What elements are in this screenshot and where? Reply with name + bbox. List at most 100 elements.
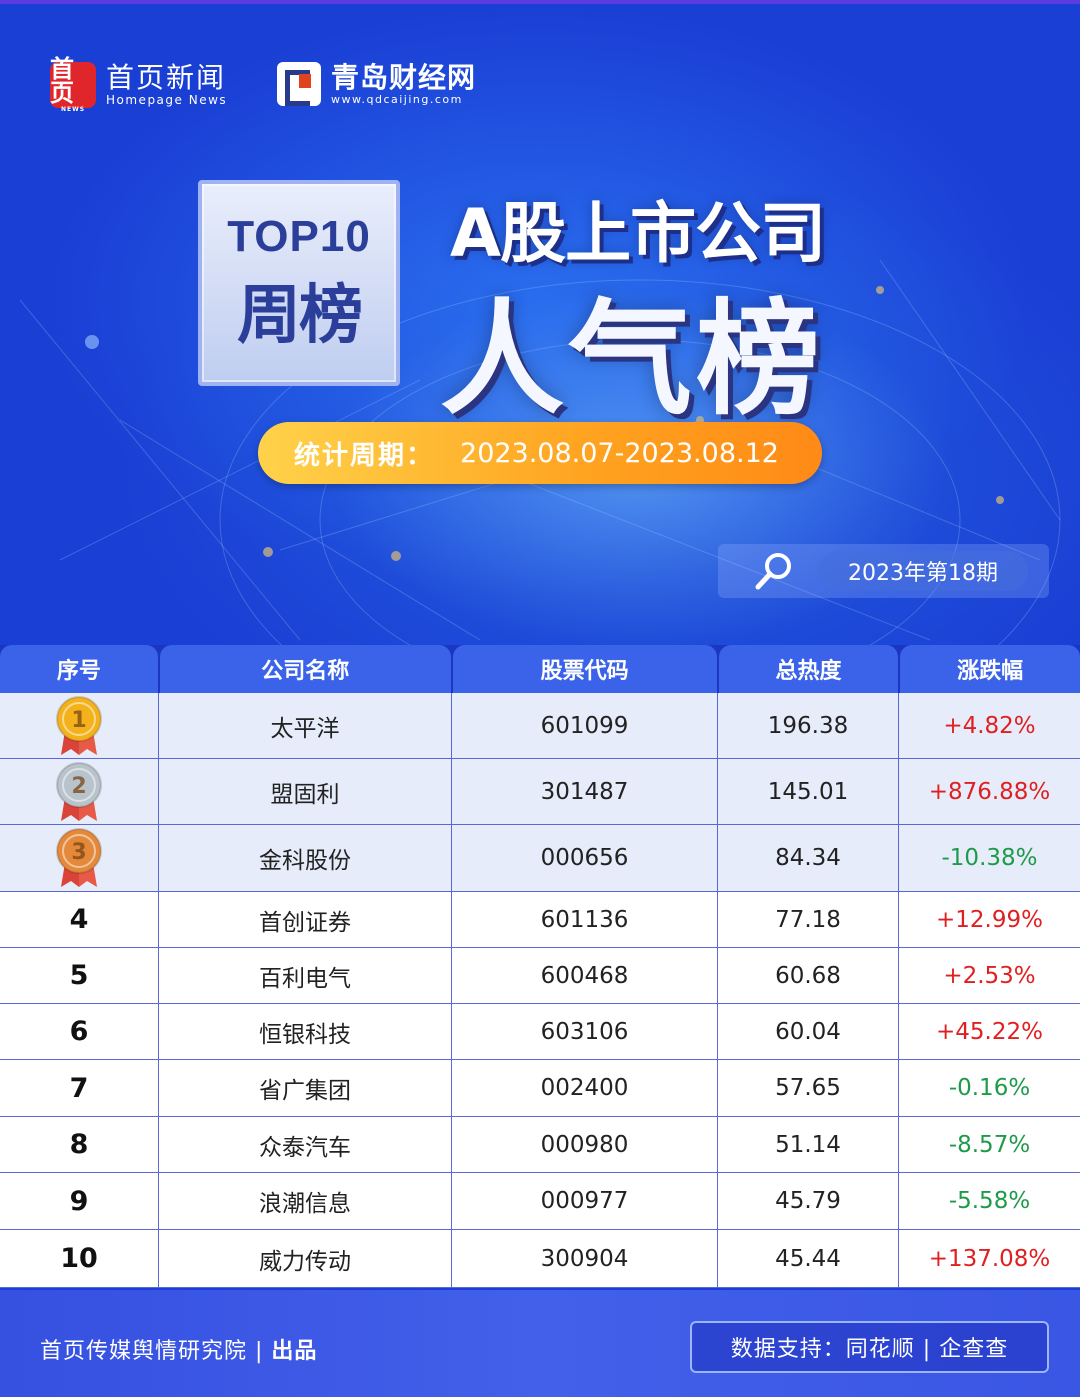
change-value: +876.88% bbox=[928, 778, 1051, 805]
stock-code: 300904 bbox=[452, 1230, 718, 1287]
change-value: -0.16% bbox=[948, 1075, 1031, 1101]
homepage-news-logo-mark: 首页 NEWS bbox=[50, 57, 96, 113]
rank-number: 10 bbox=[60, 1243, 98, 1274]
page-title-line2: 人气榜 bbox=[440, 288, 825, 432]
company-name: 众泰汽车 bbox=[159, 1117, 452, 1172]
footer-separator: | bbox=[247, 1339, 272, 1364]
rank-cell: 3 bbox=[0, 825, 159, 891]
table-row: 7 省广集团 002400 57.65 -0.16% bbox=[0, 1060, 1080, 1117]
stock-code: 601099 bbox=[452, 693, 718, 758]
company-name: 太平洋 bbox=[159, 693, 452, 758]
heat-value: 60.04 bbox=[718, 1004, 899, 1059]
change-value: +137.08% bbox=[928, 1245, 1051, 1272]
stock-code: 601136 bbox=[452, 892, 718, 947]
table-row: 2 盟固利 301487 145.01 +876.88% bbox=[0, 759, 1080, 825]
heat-value: 145.01 bbox=[718, 759, 899, 824]
logo1-mark-small: NEWS bbox=[60, 106, 86, 113]
badge-line1: TOP10 bbox=[227, 212, 371, 261]
heat-value: 84.34 bbox=[718, 825, 899, 891]
rank-cell: 10 bbox=[0, 1230, 159, 1287]
rank-cell: 7 bbox=[0, 1060, 159, 1116]
rank-number: 6 bbox=[69, 1016, 89, 1047]
rank-cell: 9 bbox=[0, 1173, 159, 1229]
stock-code: 301487 bbox=[452, 759, 718, 824]
issue-box: 2023年第18期 bbox=[718, 544, 1049, 598]
footer-producer-suffix: 出品 bbox=[271, 1339, 318, 1364]
rank-number: 5 bbox=[69, 960, 89, 991]
table-row: 8 众泰汽车 000980 51.14 -8.57% bbox=[0, 1117, 1080, 1173]
company-name: 威力传动 bbox=[159, 1230, 452, 1287]
company-name: 盟固利 bbox=[159, 759, 452, 824]
period-label: 统计周期： bbox=[294, 440, 435, 471]
heat-value: 45.44 bbox=[718, 1230, 899, 1287]
heat-value: 51.14 bbox=[718, 1117, 899, 1172]
hero-banner bbox=[0, 0, 1080, 645]
qdcaijing-logo-mark bbox=[277, 62, 321, 106]
table-body: 1 太平洋 601099 196.38 +4.82% 2 盟固利 301487 145.01 +8… bbox=[0, 693, 1080, 1288]
company-name: 省广集团 bbox=[159, 1060, 452, 1116]
network-background bbox=[19, 259, 1061, 645]
company-name: 浪潮信息 bbox=[159, 1173, 452, 1229]
header-code: 股票代码 bbox=[452, 645, 717, 693]
issue-label: 2023年第18期 bbox=[818, 551, 1028, 591]
header-change: 涨跌幅 bbox=[900, 645, 1080, 693]
rank-cell: 8 bbox=[0, 1117, 159, 1172]
header-company: 公司名称 bbox=[159, 645, 451, 693]
table-row: 1 太平洋 601099 196.38 +4.82% bbox=[0, 693, 1080, 759]
medal-rank-number: 1 bbox=[71, 708, 86, 733]
logo1-mark-text: 首页 bbox=[50, 55, 74, 107]
rank-cell: 1 bbox=[0, 693, 159, 758]
medal-icon: 3 bbox=[56, 828, 102, 887]
page-title-line1: A股上市公司 bbox=[450, 195, 826, 272]
qdcaijing-logo: 青岛财经网 www.qdcaijing.com bbox=[277, 62, 476, 106]
change-value: -8.57% bbox=[948, 1131, 1031, 1158]
footer-producer: 首页传媒舆情研究院 | 出品 bbox=[40, 1333, 317, 1365]
company-name: 金科股份 bbox=[159, 825, 452, 891]
rank-number: 4 bbox=[69, 904, 89, 935]
stock-code: 000980 bbox=[452, 1117, 718, 1172]
table-row: 6 恒银科技 603106 60.04 +45.22% bbox=[0, 1004, 1080, 1060]
stock-code: 000977 bbox=[452, 1173, 718, 1229]
logo1-en: Homepage News bbox=[106, 93, 228, 107]
ranking-table: 序号 公司名称 股票代码 总热度 涨跌幅 1 太平洋 601099 196.38 +4.… bbox=[0, 645, 1080, 1288]
stock-code: 002400 bbox=[452, 1060, 718, 1116]
company-name: 百利电气 bbox=[159, 948, 452, 1003]
change-value: +4.82% bbox=[943, 712, 1036, 739]
stock-code: 600468 bbox=[452, 948, 718, 1003]
table-row: 3 金科股份 000656 84.34 -10.38% bbox=[0, 825, 1080, 892]
logo1-cn: 首页新闻 bbox=[106, 61, 227, 94]
rank-number: 9 bbox=[69, 1185, 89, 1217]
medal-icon: 2 bbox=[56, 761, 102, 821]
homepage-news-logo: 首页 NEWS 首页新闻 Homepage News bbox=[50, 57, 228, 113]
medal-icon: 1 bbox=[56, 695, 102, 755]
table-row: 4 首创证券 601136 77.18 +12.99% bbox=[0, 892, 1080, 948]
top-accent-bar bbox=[0, 0, 1080, 4]
rank-number: 7 bbox=[69, 1072, 89, 1104]
stock-code: 000656 bbox=[452, 825, 718, 891]
heat-value: 45.79 bbox=[718, 1173, 899, 1229]
header-heat: 总热度 bbox=[718, 645, 899, 693]
heat-value: 60.68 bbox=[718, 948, 899, 1003]
badge-line2: 周榜 bbox=[237, 279, 363, 353]
change-value: +2.53% bbox=[943, 962, 1036, 989]
footer-data-support: 数据支持：同花顺 | 企查查 bbox=[690, 1321, 1049, 1373]
heat-value: 196.38 bbox=[718, 693, 899, 758]
period-pill: 统计周期： 2023.08.07-2023.08.12 bbox=[258, 422, 822, 484]
heat-value: 57.65 bbox=[718, 1060, 899, 1116]
logo2-cn: 青岛财经网 bbox=[331, 60, 477, 94]
company-name: 首创证券 bbox=[159, 892, 452, 947]
footer: 首页传媒舆情研究院 | 出品 数据支持：同花顺 | 企查查 bbox=[0, 1290, 1080, 1397]
footer-producer-name: 首页传媒舆情研究院 bbox=[40, 1339, 248, 1364]
rank-number: 8 bbox=[69, 1129, 89, 1160]
table-row: 9 浪潮信息 000977 45.79 -5.58% bbox=[0, 1173, 1080, 1230]
rank-cell: 2 bbox=[0, 759, 159, 824]
table-row: 10 威力传动 300904 45.44 +137.08% bbox=[0, 1230, 1080, 1288]
rank-cell: 6 bbox=[0, 1004, 159, 1059]
medal-rank-number: 2 bbox=[71, 774, 86, 799]
change-value: +12.99% bbox=[936, 906, 1043, 933]
table-row: 5 百利电气 600468 60.68 +2.53% bbox=[0, 948, 1080, 1004]
heat-value: 77.18 bbox=[718, 892, 899, 947]
change-value: -5.58% bbox=[948, 1188, 1031, 1214]
rank-cell: 5 bbox=[0, 948, 159, 1003]
medal-rank-number: 3 bbox=[71, 840, 86, 865]
